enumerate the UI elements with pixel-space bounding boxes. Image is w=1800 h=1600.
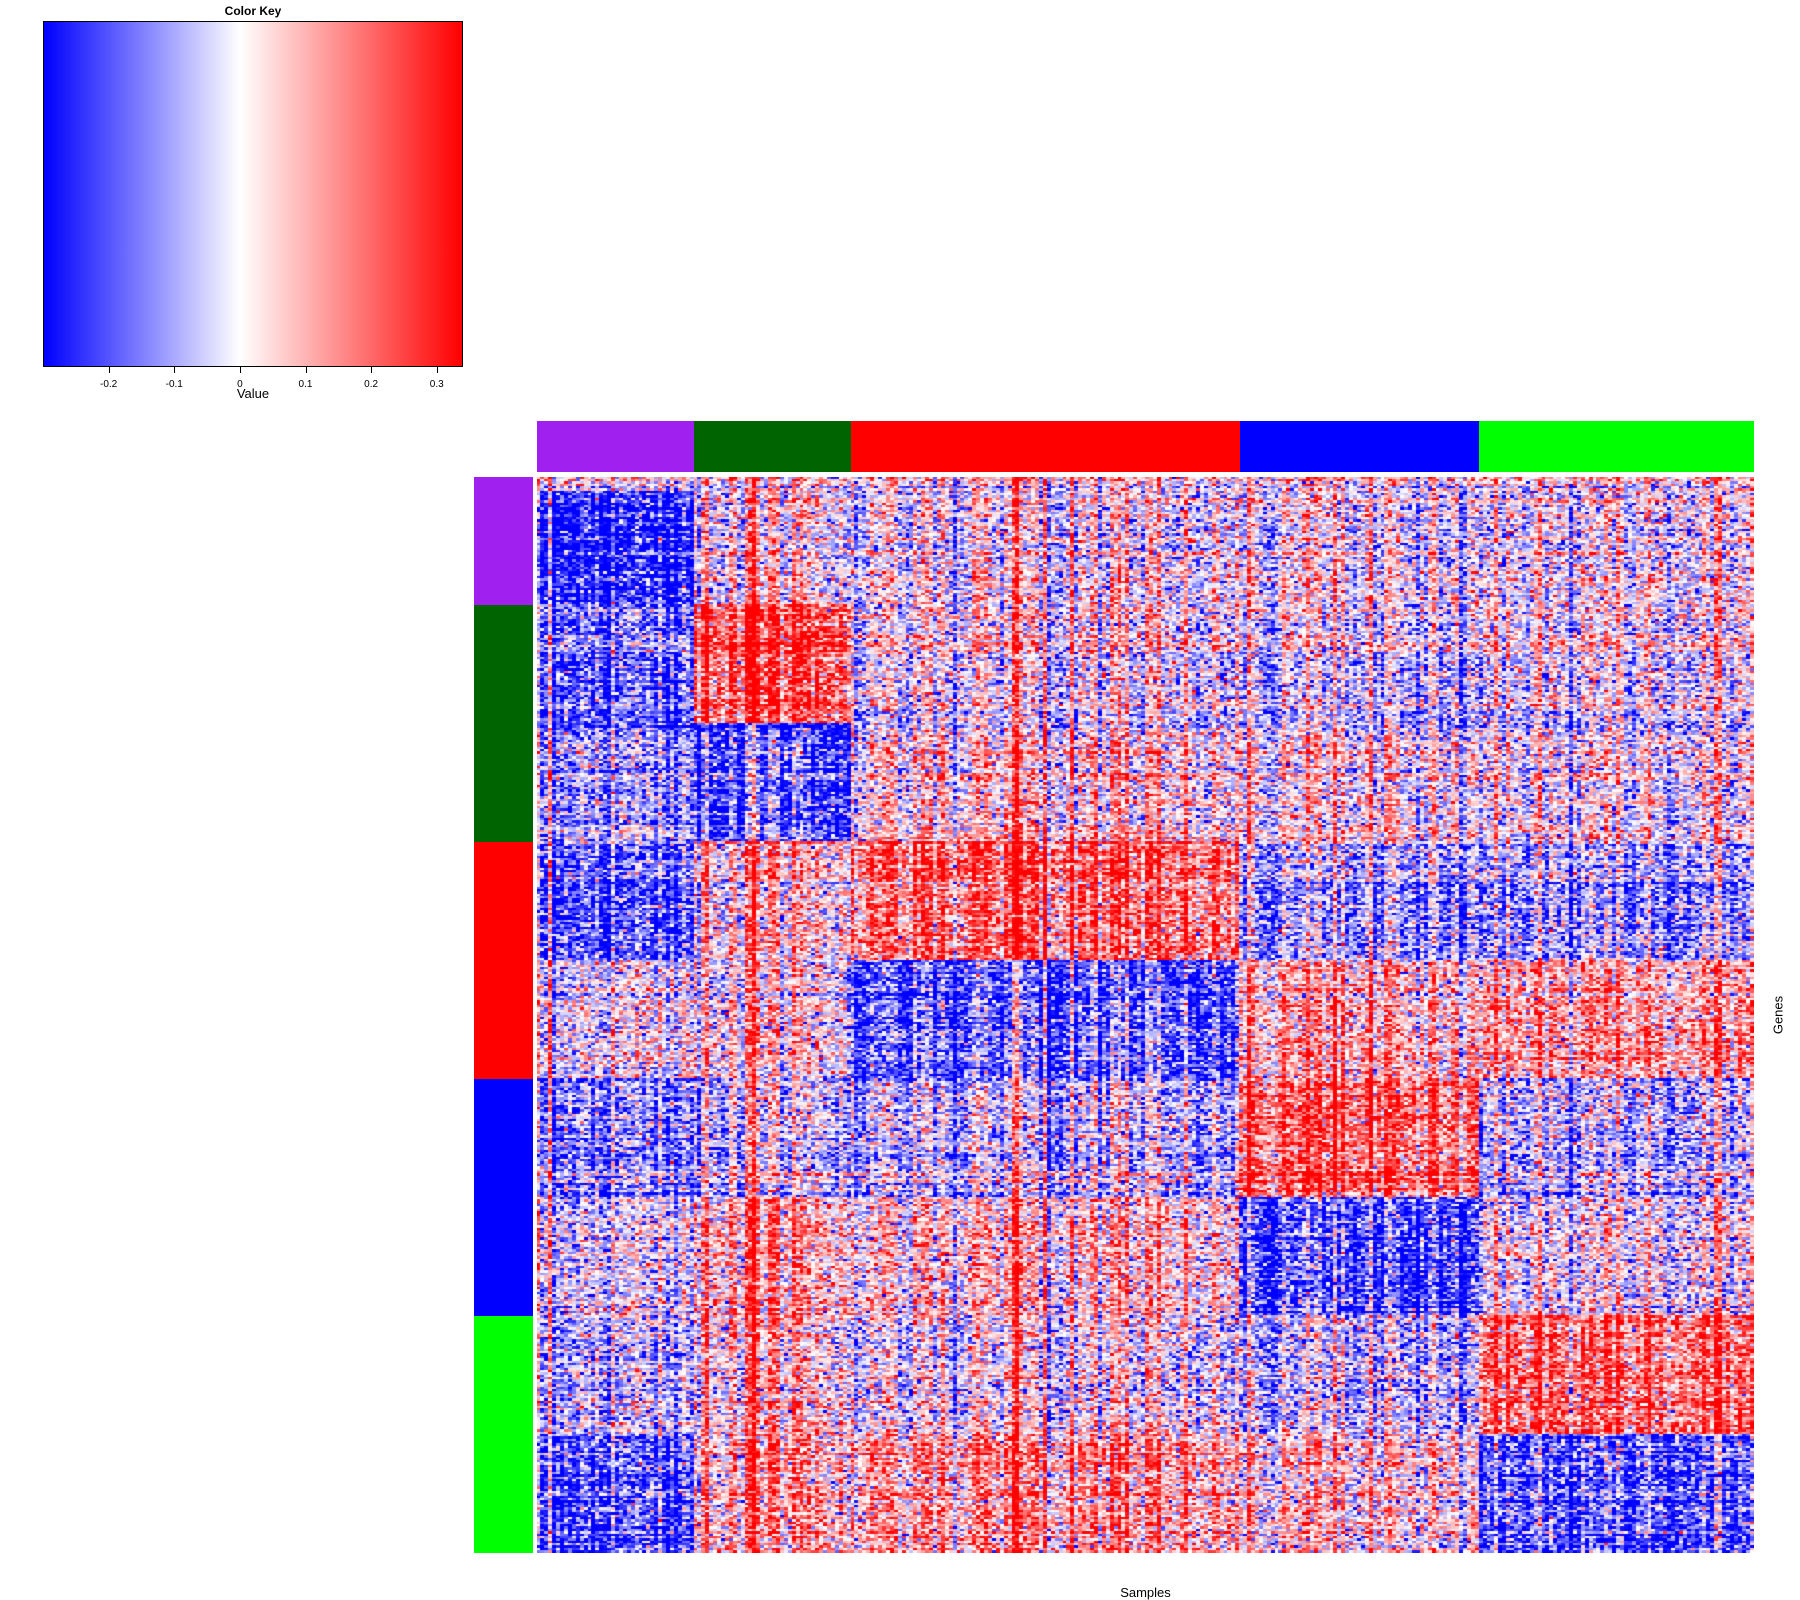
color-key-tick: [371, 367, 373, 373]
y-axis-label: Genes: [1770, 995, 1786, 1035]
heatmap-cells: [537, 477, 1754, 1553]
color-key-gradient: [43, 21, 463, 367]
color-key-tick-label: 0: [237, 379, 243, 390]
color-key-tick-label: 0.1: [298, 379, 313, 390]
column-group-dark-green: [694, 421, 852, 472]
x-axis-label: Samples: [1120, 1585, 1171, 1600]
row-group-dark-green: [474, 604, 533, 842]
column-group-green: [1479, 421, 1754, 472]
row-group-blue: [474, 1078, 533, 1316]
column-group-blue: [1239, 421, 1480, 472]
color-key-tick: [305, 367, 307, 373]
color-key-tick-label: -0.1: [165, 379, 183, 390]
color-key-tick-label: 0.2: [364, 379, 379, 390]
row-group-purple: [474, 477, 533, 605]
color-key-tick: [108, 367, 110, 373]
row-side-colors: [474, 477, 533, 1553]
color-key-tick: [174, 367, 176, 373]
row-group-green: [474, 1315, 533, 1553]
column-group-red: [851, 421, 1240, 472]
color-key-tick: [239, 367, 241, 373]
color-key-title: Color Key: [224, 4, 282, 18]
color-key-tick: [436, 367, 438, 373]
column-side-colors: [537, 421, 1754, 472]
color-key-tick-label: -0.2: [100, 379, 118, 390]
color-key-xlabel: Value: [236, 386, 270, 401]
color-key-tick-label: 0.3: [429, 379, 444, 390]
column-group-purple: [537, 421, 695, 472]
row-group-red: [474, 841, 533, 1079]
